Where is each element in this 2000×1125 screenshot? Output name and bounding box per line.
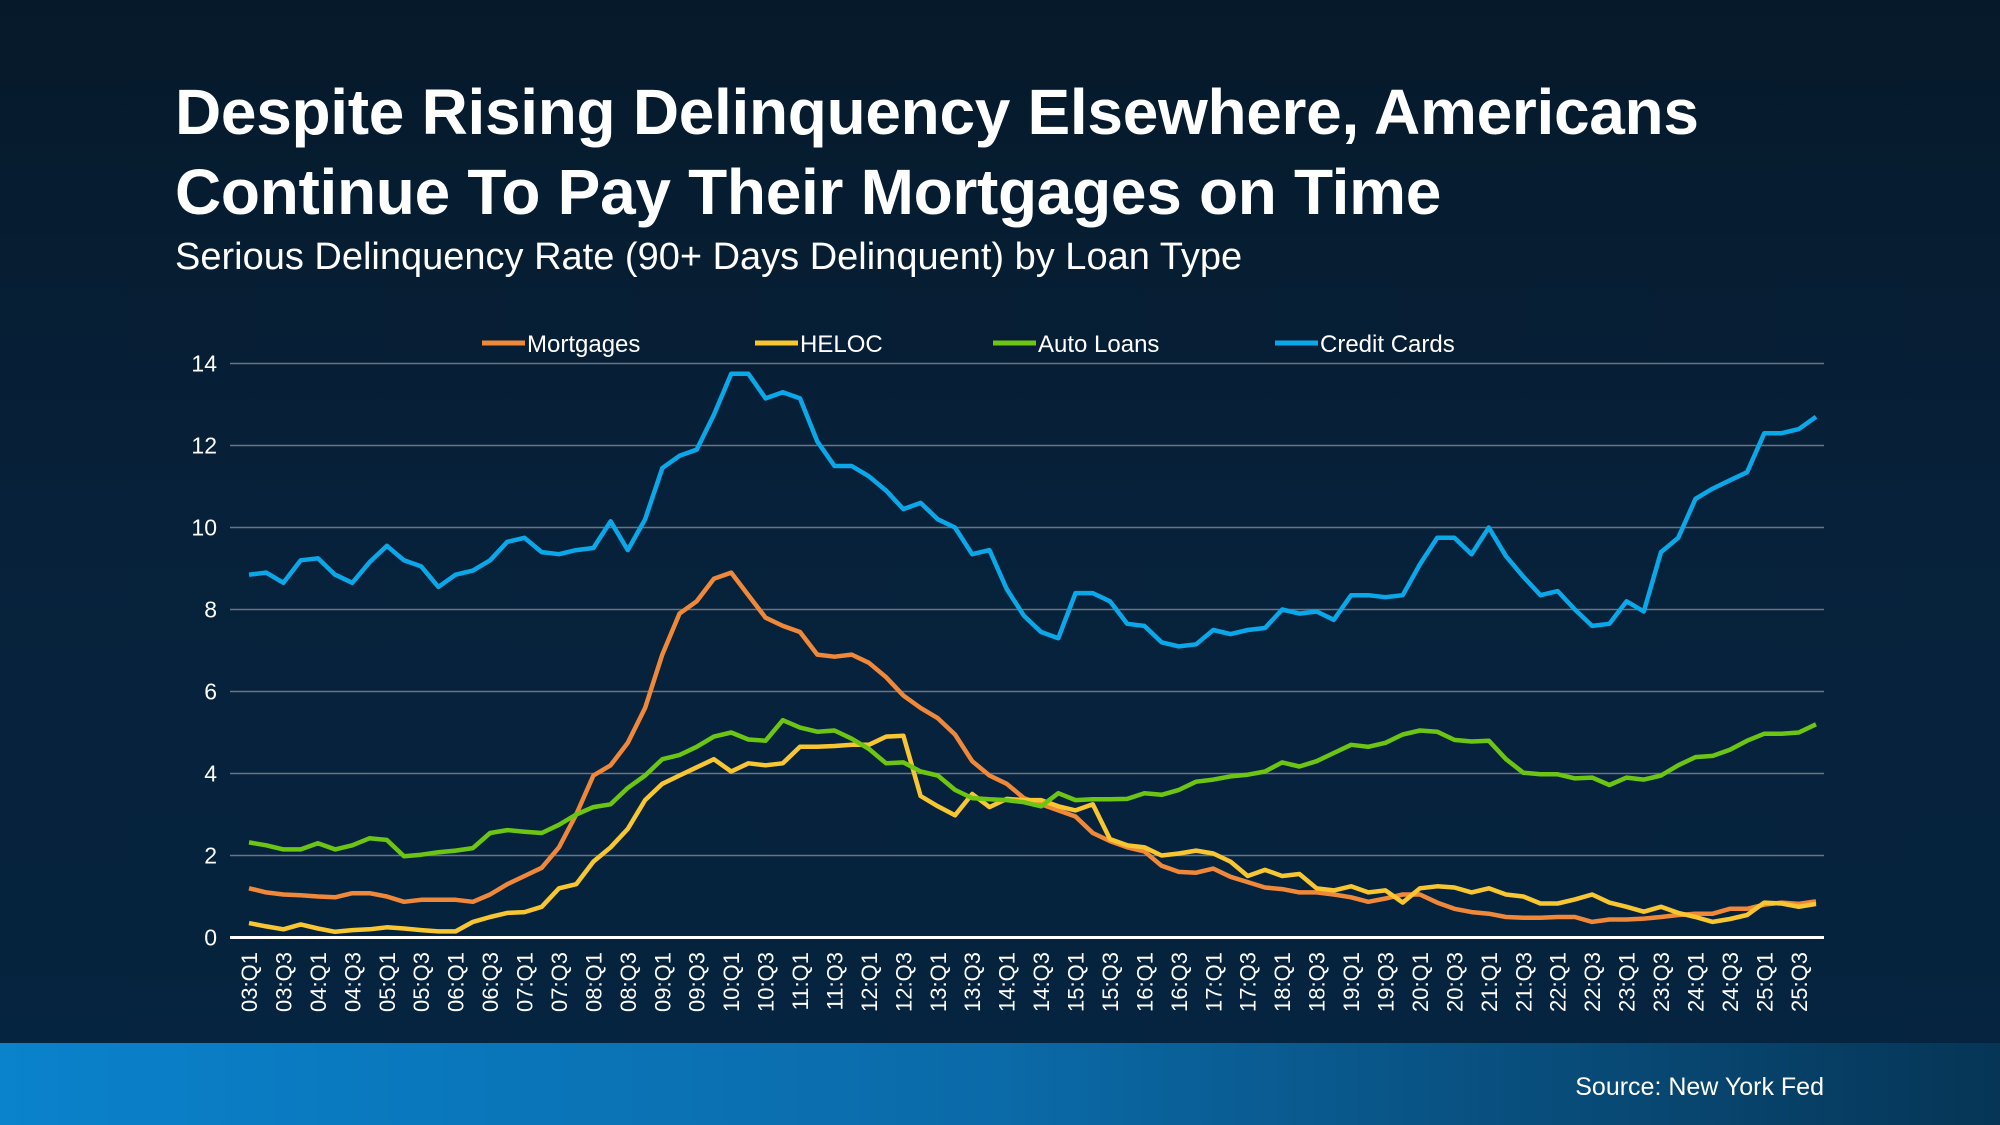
y-tick-label: 14 — [191, 351, 217, 377]
x-tick-label: 12:Q3 — [891, 952, 916, 1012]
x-tick-label: 08:Q1 — [581, 952, 606, 1012]
x-tick-label: 19:Q1 — [1339, 952, 1364, 1012]
x-axis-ticks: 03:Q1 03:Q3 04:Q1 04:Q3 05:Q1 05:Q3 06:Q1 06:Q3… — [237, 952, 1812, 1012]
x-tick-label: 20:Q1 — [1408, 952, 1433, 1012]
x-tick-label: 17:Q3 — [1236, 952, 1261, 1012]
series-line-heloc — [248, 733, 1817, 935]
x-tick-label: 25:Q3 — [1787, 952, 1812, 1012]
y-tick-label: 2 — [204, 843, 217, 869]
footer-bar: Source: New York Fed — [0, 1043, 2000, 1125]
x-tick-label: 11:Q1 — [788, 952, 813, 1010]
x-tick-label: 22:Q1 — [1546, 952, 1571, 1012]
x-tick-label: 03:Q1 — [237, 952, 262, 1012]
x-tick-label: 10:Q3 — [754, 952, 779, 1012]
gridlines — [230, 362, 1824, 939]
x-tick-label: 05:Q1 — [375, 952, 400, 1012]
x-tick-label: 23:Q3 — [1649, 952, 1674, 1012]
y-axis-ticks: 0 2 4 6 8 10 12 14 — [191, 351, 217, 951]
series-line-credit-cards — [248, 371, 1818, 649]
x-tick-label: 21:Q3 — [1511, 952, 1536, 1012]
x-tick-label: 05:Q3 — [409, 952, 434, 1012]
y-tick-label: 10 — [191, 515, 217, 541]
x-tick-label: 13:Q1 — [926, 952, 951, 1012]
source-note: Source: New York Fed — [1575, 1073, 1824, 1101]
x-tick-label: 19:Q3 — [1374, 952, 1399, 1012]
legend-label: Mortgages — [527, 331, 640, 358]
y-tick-label: 0 — [204, 925, 217, 951]
x-tick-label: 11:Q3 — [822, 952, 847, 1010]
x-tick-label: 07:Q3 — [547, 952, 572, 1012]
x-tick-label: 07:Q1 — [513, 952, 538, 1012]
x-tick-label: 22:Q3 — [1580, 952, 1605, 1012]
x-tick-label: 12:Q1 — [857, 952, 882, 1012]
title-line-1: Despite Rising Delinquency Elsewhere, Am… — [175, 76, 1699, 148]
x-tick-label: 09:Q1 — [650, 952, 675, 1012]
x-tick-label: 10:Q1 — [719, 952, 744, 1012]
x-tick-label: 18:Q3 — [1305, 952, 1330, 1012]
x-tick-label: 16:Q3 — [1167, 952, 1192, 1012]
x-tick-label: 15:Q3 — [1098, 952, 1123, 1012]
title-line-2: Continue To Pay Their Mortgages on Time — [175, 156, 1442, 228]
legend-label: HELOC — [800, 331, 883, 358]
y-tick-label: 4 — [204, 761, 217, 787]
x-tick-label: 15:Q1 — [1064, 952, 1089, 1012]
y-tick-label: 8 — [204, 597, 217, 623]
x-tick-label: 06:Q1 — [444, 952, 469, 1012]
delinquency-line-chart: 0 2 4 6 8 10 12 14 03:Q1 03:Q3 04:Q1 04:Q3 05:Q1 05:… — [191, 331, 1824, 1012]
x-tick-label: 14:Q3 — [1029, 952, 1054, 1012]
x-tick-label: 25:Q1 — [1752, 952, 1777, 1012]
x-tick-label: 24:Q1 — [1683, 952, 1708, 1012]
x-tick-label: 09:Q3 — [685, 952, 710, 1012]
x-tick-label: 13:Q3 — [960, 952, 985, 1012]
legend-label: Auto Loans — [1038, 331, 1159, 358]
series-line-auto-loans — [248, 717, 1817, 859]
y-tick-label: 12 — [191, 433, 217, 459]
x-tick-label: 23:Q1 — [1615, 952, 1640, 1012]
x-tick-label: 24:Q3 — [1718, 952, 1743, 1012]
series-lines — [248, 371, 1818, 935]
x-tick-label: 16:Q1 — [1132, 952, 1157, 1012]
x-tick-label: 20:Q3 — [1442, 952, 1467, 1012]
x-tick-label: 14:Q1 — [995, 952, 1020, 1012]
x-tick-label: 17:Q1 — [1201, 952, 1226, 1012]
y-tick-label: 6 — [204, 679, 217, 705]
chart-subtitle: Serious Delinquency Rate (90+ Days Delin… — [175, 236, 1243, 278]
x-tick-label: 18:Q1 — [1270, 952, 1295, 1012]
x-tick-label: 06:Q3 — [478, 952, 503, 1012]
x-tick-label: 08:Q3 — [616, 952, 641, 1012]
page-title: Despite Rising Delinquency Elsewhere, Am… — [175, 72, 1699, 232]
x-tick-label: 21:Q1 — [1477, 952, 1502, 1012]
x-tick-label: 04:Q1 — [306, 952, 331, 1012]
legend: Mortgages HELOC Auto Loans Credit Cards — [482, 331, 1455, 358]
x-tick-label: 03:Q3 — [271, 952, 296, 1012]
x-tick-label: 04:Q3 — [340, 952, 365, 1012]
legend-label: Credit Cards — [1320, 331, 1455, 358]
